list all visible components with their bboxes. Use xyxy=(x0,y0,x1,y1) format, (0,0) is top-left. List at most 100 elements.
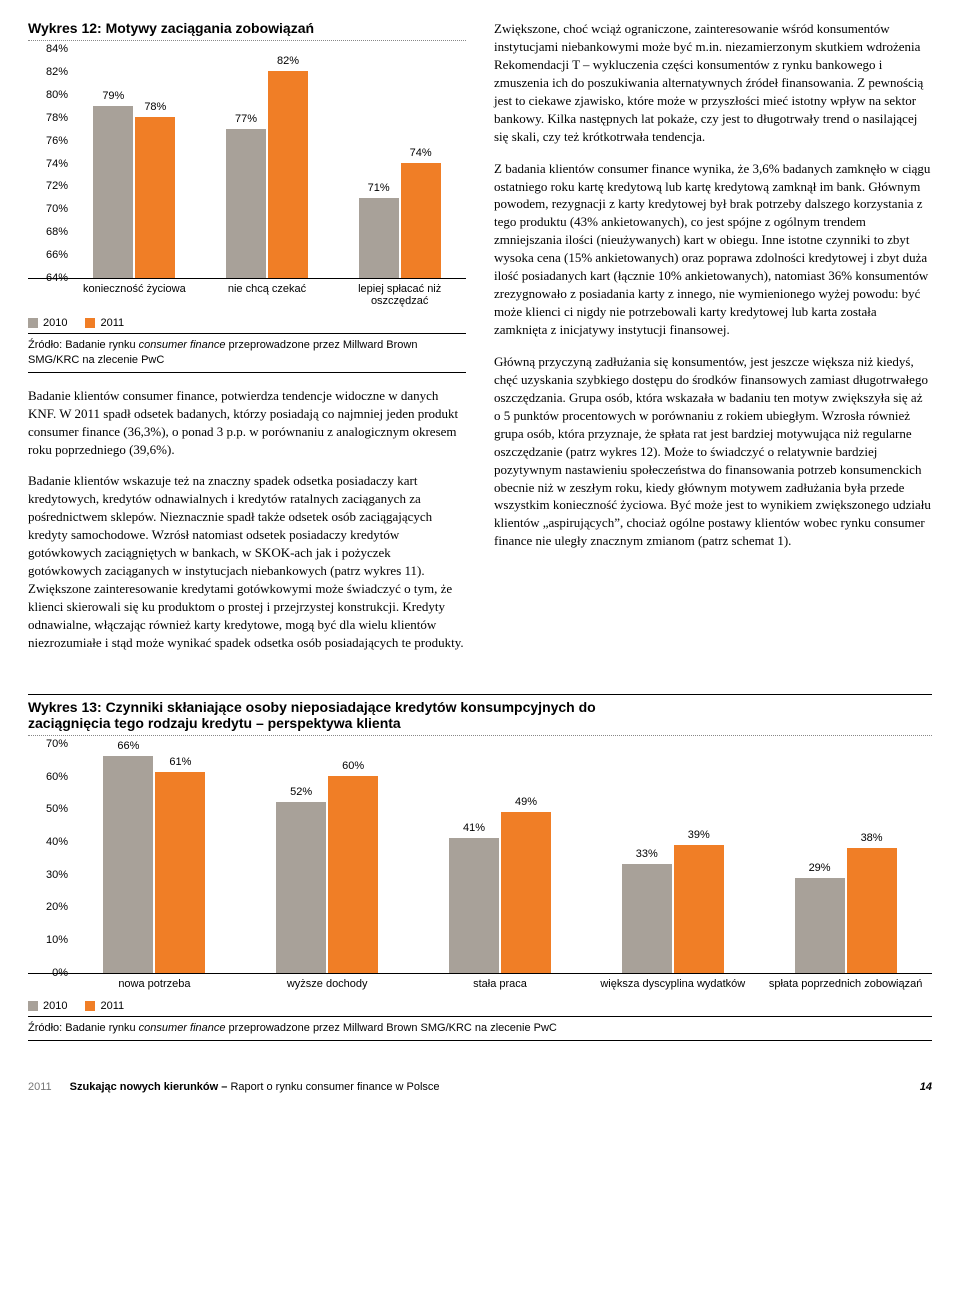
chart12-bar-groups: 79%78%77%82%71%74% xyxy=(68,49,466,278)
bar-group: 52%60% xyxy=(276,776,378,973)
x-axis-label: wyższe dochody xyxy=(241,974,414,990)
chart13-y-axis: 0%10%20%30%40%50%60%70% xyxy=(28,744,68,973)
chart12: 64%66%68%70%72%74%76%78%80%82%84% 79%78%… xyxy=(28,49,466,373)
chart12-rule-bottom xyxy=(28,372,466,373)
bar: 33% xyxy=(622,864,672,972)
page: Wykres 12: Motywy zaciągania zobowiązań … xyxy=(0,0,960,1105)
right-column: Zwiększone, choć wciąż ograniczone, zain… xyxy=(494,20,932,666)
y-tick: 10% xyxy=(46,934,68,946)
x-axis-label: większa dyscyplina wydatków xyxy=(586,974,759,990)
bar: 78% xyxy=(135,117,175,278)
chart12-dotted-rule xyxy=(28,40,466,41)
bar: 82% xyxy=(268,71,308,278)
legend-item-2011: 2011 xyxy=(85,317,124,329)
bar: 60% xyxy=(328,776,378,973)
bar: 39% xyxy=(674,845,724,973)
x-axis-label: spłata poprzednich zobowiązań xyxy=(759,974,932,990)
chart13: 0%10%20%30%40%50%60%70% 66%61%52%60%41%4… xyxy=(28,744,932,1041)
legend-label-2011: 2011 xyxy=(100,1000,124,1012)
bar-group: 77%82% xyxy=(226,71,308,278)
bar: 61% xyxy=(155,772,205,972)
body-right-p3: Główną przyczyną zadłużania się konsumen… xyxy=(494,353,932,550)
y-tick: 74% xyxy=(46,158,68,170)
chart12-plot: 64%66%68%70%72%74%76%78%80%82%84% 79%78%… xyxy=(28,49,466,279)
legend-label-2011: 2011 xyxy=(100,317,124,329)
legend-swatch-2010 xyxy=(28,318,38,328)
legend-swatch-2010 xyxy=(28,1001,38,1011)
chart12-title: Wykres 12: Motywy zaciągania zobowiązań xyxy=(28,20,466,36)
legend-swatch-2011 xyxy=(85,318,95,328)
chart12-rule xyxy=(28,333,466,334)
chart12-source-emph: consumer finance xyxy=(139,339,226,351)
top-two-columns: Wykres 12: Motywy zaciągania zobowiązań … xyxy=(28,20,932,666)
x-axis-label: konieczność życiowa xyxy=(68,279,201,307)
y-tick: 68% xyxy=(46,226,68,238)
footer-page-number: 14 xyxy=(920,1081,932,1093)
bar-value-label: 60% xyxy=(342,760,364,772)
bar: 79% xyxy=(93,106,133,279)
bar-value-label: 39% xyxy=(688,829,710,841)
body-right-p2: Z badania klientów consumer finance wyni… xyxy=(494,160,932,339)
bar-value-label: 79% xyxy=(102,90,124,102)
bar-value-label: 71% xyxy=(368,182,390,194)
y-tick: 84% xyxy=(46,43,68,55)
legend-item-2010: 2010 xyxy=(28,1000,67,1012)
chart13-rule-bottom xyxy=(28,1040,932,1041)
footer-title: Szukając nowych kierunków – Raport o ryn… xyxy=(70,1081,440,1093)
chart13-source-prefix: Źródło: Badanie rynku xyxy=(28,1022,139,1034)
bar-group: 66%61% xyxy=(103,756,205,973)
x-axis-label: lepiej spłacać niż oszczędzać xyxy=(333,279,466,307)
bar: 38% xyxy=(847,848,897,973)
bar-value-label: 38% xyxy=(861,832,883,844)
x-axis-label: nie chcą czekać xyxy=(201,279,334,307)
bar-value-label: 41% xyxy=(463,822,485,834)
body-left-p1: Badanie klientów consumer finance, potwi… xyxy=(28,387,466,459)
legend-item-2010: 2010 xyxy=(28,317,67,329)
bar: 71% xyxy=(359,198,399,279)
y-tick: 70% xyxy=(46,738,68,750)
y-tick: 70% xyxy=(46,203,68,215)
bar-value-label: 78% xyxy=(144,101,166,113)
y-tick: 82% xyxy=(46,66,68,78)
left-column: Wykres 12: Motywy zaciągania zobowiązań … xyxy=(28,20,466,666)
chart13-top-rule xyxy=(28,694,932,695)
chart13-legend: 2010 2011 xyxy=(28,1000,932,1012)
chart13-dotted-rule xyxy=(28,735,932,736)
bar: 52% xyxy=(276,802,326,973)
chart12-source-prefix: Źródło: Badanie rynku xyxy=(28,339,139,351)
chart12-x-labels: konieczność życiowanie chcą czekaćlepiej… xyxy=(68,279,466,307)
bar: 77% xyxy=(226,129,266,279)
footer-year: 2011 xyxy=(28,1081,52,1093)
legend-swatch-2011 xyxy=(85,1001,95,1011)
y-tick: 76% xyxy=(46,135,68,147)
bar-value-label: 52% xyxy=(290,786,312,798)
y-tick: 0% xyxy=(52,967,68,979)
chart13-source: Źródło: Badanie rynku consumer finance p… xyxy=(28,1021,932,1036)
bar: 29% xyxy=(795,878,845,973)
y-tick: 60% xyxy=(46,771,68,783)
legend-item-2011: 2011 xyxy=(85,1000,124,1012)
chart13-source-suffix: przeprowadzone przez Millward Brown SMG/… xyxy=(226,1022,557,1034)
chart12-legend: 2010 2011 xyxy=(28,317,466,329)
y-tick: 50% xyxy=(46,803,68,815)
bar: 74% xyxy=(401,163,441,278)
footer-title-rest: Raport o rynku consumer finance w Polsce xyxy=(230,1081,439,1093)
x-axis-label: stała praca xyxy=(414,974,587,990)
chart12-source: Źródło: Badanie rynku consumer finance p… xyxy=(28,338,466,368)
bar-value-label: 29% xyxy=(809,862,831,874)
x-axis-label: nowa potrzeba xyxy=(68,974,241,990)
bar-value-label: 61% xyxy=(169,756,191,768)
chart13-title: Wykres 13: Czynniki skłaniające osoby ni… xyxy=(28,699,648,731)
y-tick: 40% xyxy=(46,836,68,848)
legend-label-2010: 2010 xyxy=(43,1000,67,1012)
y-tick: 78% xyxy=(46,112,68,124)
footer-title-bold: Szukając nowych kierunków – xyxy=(70,1081,231,1093)
body-left-p2: Badanie klientów wskazuje też na znaczny… xyxy=(28,472,466,651)
bar-group: 33%39% xyxy=(622,845,724,973)
bar: 49% xyxy=(501,812,551,973)
bar: 66% xyxy=(103,756,153,973)
chart13-bar-groups: 66%61%52%60%41%49%33%39%29%38% xyxy=(68,744,932,973)
bar-value-label: 74% xyxy=(410,147,432,159)
y-tick: 64% xyxy=(46,272,68,284)
chart13-rule xyxy=(28,1016,932,1017)
